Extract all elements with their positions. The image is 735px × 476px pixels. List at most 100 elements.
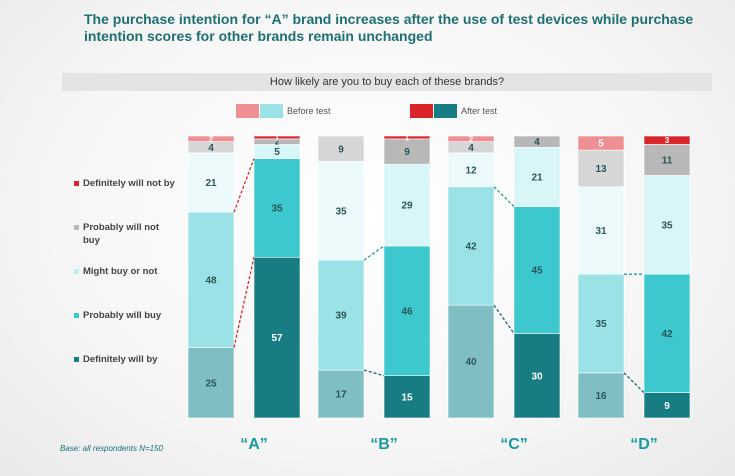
connector-line-2 <box>363 245 385 261</box>
data-label-c-before-prob-not: 4 <box>468 143 474 154</box>
data-label-a-before-prob-not: 4 <box>208 143 214 154</box>
legend-label-def-will: Definitely will by <box>83 354 158 365</box>
data-label-b-before-prob-not: 9 <box>338 144 344 155</box>
bar-d-before-def-will <box>577 372 625 419</box>
data-label-a-before-prob-will: 48 <box>205 275 217 286</box>
bar-c-after-prob-not <box>513 135 561 148</box>
data-label-b-after-def-will: 15 <box>401 392 413 403</box>
data-label-c-after-prob-will: 45 <box>531 266 543 277</box>
legend-after-swatch-red <box>410 104 433 118</box>
bar-a-before-def-not <box>187 135 235 142</box>
legend-marker-might <box>74 269 79 274</box>
data-label-d-after-prob-will: 42 <box>661 329 673 340</box>
bar-a-before-def-will <box>187 347 235 419</box>
chart-title: The purchase intention for “A” brand inc… <box>84 11 694 44</box>
bar-a-after-prob-will <box>253 158 301 258</box>
bar-d-after-def-not <box>643 135 691 145</box>
data-label-b-after-prob-will: 46 <box>401 306 413 317</box>
legend-after-swatch-teal <box>434 104 457 118</box>
data-label-a-before-def-will: 25 <box>205 378 217 389</box>
bar-c-before-might <box>447 152 495 188</box>
data-label-b-after-might: 29 <box>401 201 413 212</box>
bar-b-after-prob-will <box>383 245 431 376</box>
data-label-c-before-def-will: 40 <box>465 357 477 368</box>
bar-b-before-prob-not <box>317 135 365 162</box>
bar-b-after-def-not <box>383 135 431 140</box>
data-label-d-after-def-not: 3 <box>665 136 670 145</box>
bar-d-before-prob-will <box>577 273 625 374</box>
data-label-b-after-def-not: 1 <box>405 133 410 142</box>
data-label-a-after-prob-will: 35 <box>271 204 283 215</box>
data-label-a-after-def-will: 57 <box>271 333 283 344</box>
data-label-c-after-might: 21 <box>531 172 543 183</box>
connector-line-4 <box>493 186 515 207</box>
legend-label-might: Might buy or not <box>83 266 158 277</box>
legend-label-prob-will: Probably will buy <box>83 310 162 321</box>
data-label-c-before-prob-will: 42 <box>465 242 477 253</box>
bar-d-after-prob-not <box>643 144 691 176</box>
data-label-c-before-might: 12 <box>465 165 477 176</box>
data-label-b-after-prob-not: 9 <box>404 147 410 158</box>
data-label-c-before-def-not: 2 <box>469 135 474 144</box>
bar-b-after-might <box>383 163 431 247</box>
bar-d-after-prob-will <box>643 273 691 393</box>
brand-label-c: “C” <box>500 436 528 453</box>
bar-b-before-prob-will <box>317 259 365 371</box>
bar-a-before-prob-will <box>187 211 235 348</box>
legend-label-def-not: Definitely will not by <box>83 178 175 189</box>
connector-line-7 <box>623 372 645 394</box>
connector-line-5 <box>493 304 515 334</box>
bar-b-before-def-will <box>317 369 365 419</box>
brand-label-b: “B” <box>370 436 398 453</box>
bar-d-before-def-not <box>577 135 625 151</box>
data-label-d-after-might: 35 <box>661 220 673 231</box>
bar-c-after-def-will <box>513 333 561 419</box>
data-label-a-after-def-not: 1 <box>275 133 280 142</box>
data-label-a-before-def-not: 2 <box>209 135 214 144</box>
legend-marker-prob-will <box>74 313 79 318</box>
legend-label-prob-not: Probably will not buy <box>83 222 160 246</box>
data-label-d-before-might: 31 <box>595 226 607 237</box>
data-label-d-after-prob-not: 11 <box>662 156 673 167</box>
bar-d-after-might <box>643 175 691 275</box>
bar-a-before-might <box>187 152 235 213</box>
base-note: Base: all respondents N=150 <box>60 444 163 453</box>
bar-c-before-def-not <box>447 135 495 142</box>
brand-label-a: “A” <box>240 436 268 453</box>
brand-label-d: “D” <box>630 436 658 453</box>
bar-b-after-def-will <box>383 375 431 419</box>
data-label-a-before-might: 21 <box>205 178 217 189</box>
legend-after-label: After test <box>461 106 498 116</box>
bar-c-after-might <box>513 146 561 207</box>
data-label-b-before-might: 35 <box>335 206 347 217</box>
data-label-b-before-def-will: 17 <box>335 390 347 401</box>
legend-before-swatch-teal <box>260 104 283 118</box>
legend-marker-prob-not <box>74 225 79 230</box>
legend-marker-def-not <box>74 181 79 186</box>
bar-b-before-might <box>317 161 365 261</box>
legend-marker-def-will <box>74 357 79 362</box>
legend-top: Before test After test <box>0 104 735 124</box>
data-label-d-before-def-not: 5 <box>598 139 604 150</box>
data-label-d-before-def-will: 16 <box>595 391 607 402</box>
connector-line-1 <box>233 257 255 348</box>
data-label-d-before-prob-not: 13 <box>595 164 607 175</box>
legend-before-swatch-red <box>236 104 259 118</box>
data-label-a-after-prob-not: 2 <box>275 138 280 147</box>
bar-d-before-prob-not <box>577 149 625 188</box>
question-band: How likely are you to buy each of these … <box>62 73 712 91</box>
bar-c-before-def-will <box>447 304 495 419</box>
connector-line-3 <box>363 369 385 377</box>
data-label-a-after-might: 5 <box>274 147 280 158</box>
bar-c-before-prob-will <box>447 186 495 306</box>
bar-a-after-def-not <box>253 135 301 140</box>
legend-before-label: Before test <box>287 106 331 116</box>
data-label-d-after-def-will: 9 <box>664 401 670 412</box>
connector-line-0 <box>233 158 255 213</box>
data-label-c-after-prob-not: 4 <box>534 137 540 148</box>
data-label-c-after-def-will: 30 <box>531 371 543 382</box>
data-label-b-before-prob-will: 39 <box>335 311 347 322</box>
bar-c-after-prob-will <box>513 206 561 334</box>
data-label-d-before-prob-will: 35 <box>595 319 607 330</box>
